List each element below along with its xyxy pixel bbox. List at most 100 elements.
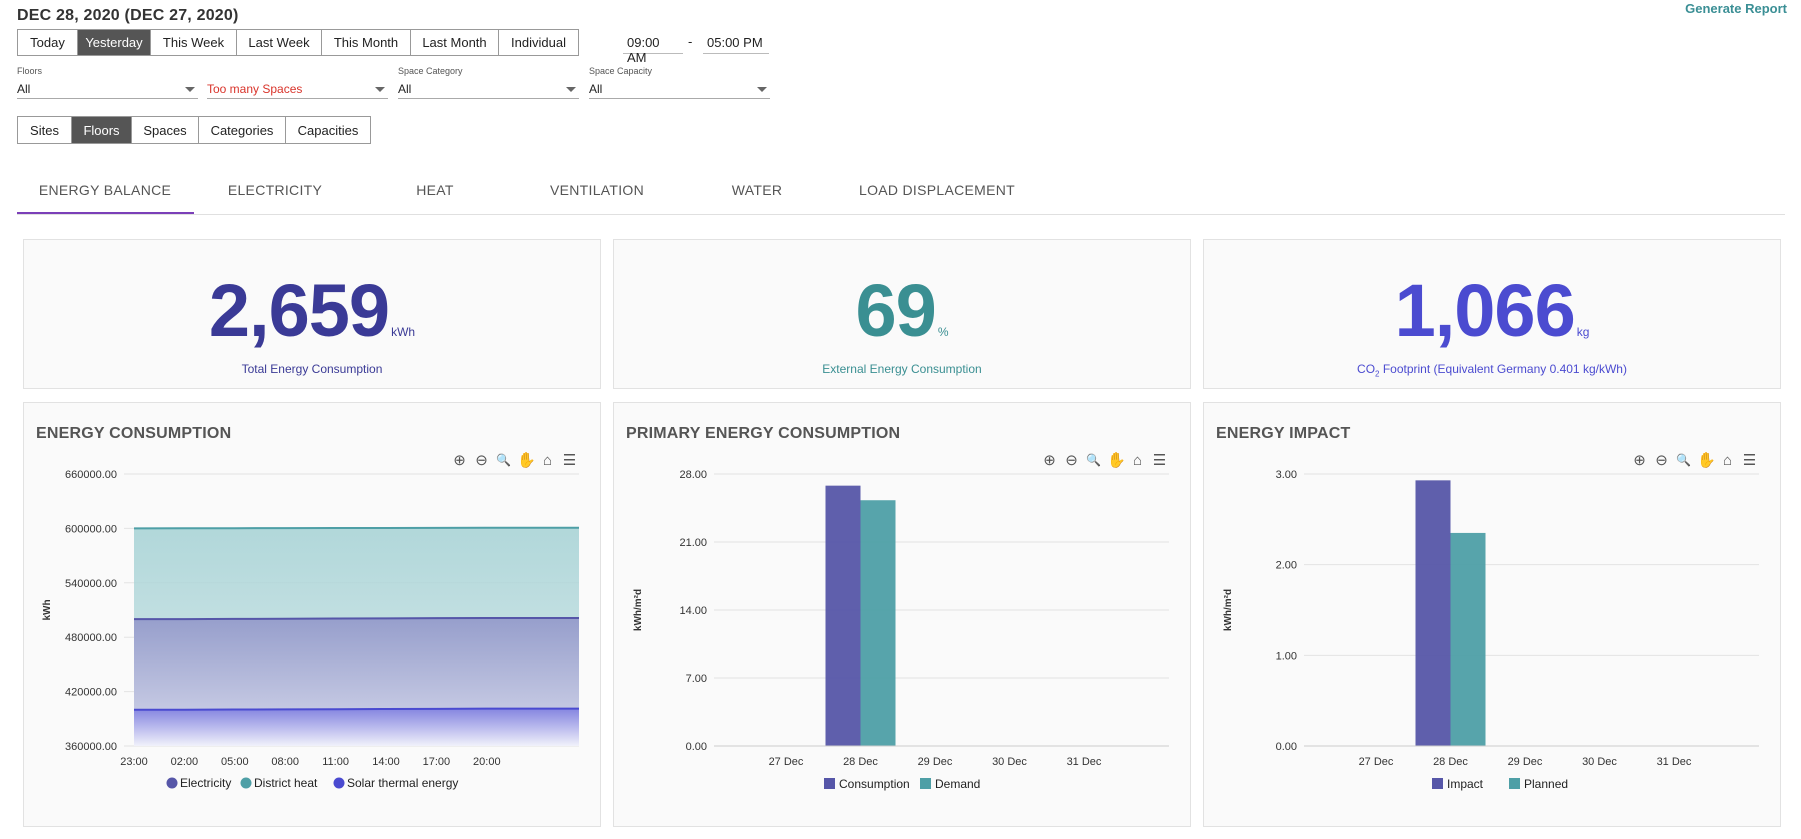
time-separator: - <box>688 34 693 49</box>
period-btn-this-month[interactable]: This Month <box>321 30 410 55</box>
tab-heat[interactable]: HEAT <box>416 182 454 198</box>
period-btn-last-week[interactable]: Last Week <box>236 30 321 55</box>
period-btn-individual[interactable]: Individual <box>498 30 578 55</box>
legend-item-demand[interactable]: Demand <box>935 777 980 791</box>
bar-planned[interactable] <box>1450 532 1486 746</box>
home-reset-icon[interactable]: ⌂ <box>1722 451 1733 469</box>
zoom-select-icon[interactable]: 🔍 <box>1086 453 1101 467</box>
group-btn-categories[interactable]: Categories <box>198 117 285 143</box>
co2-footprint-kpi-caption: CO2 Footprint (Equivalent Germany 0.401 … <box>1204 362 1780 378</box>
home-reset-icon[interactable]: ⌂ <box>542 451 553 469</box>
zoom-in-icon[interactable]: ⊕ <box>453 452 466 469</box>
x-tick-label: 30 Dec <box>992 756 1027 768</box>
legend-item-district-heat[interactable]: District heat <box>254 776 318 790</box>
legend-item-electricity[interactable]: Electricity <box>180 776 231 790</box>
y-tick-label: 360000.00 <box>65 741 117 753</box>
chart-toolbar: ⊕ ⊖ 🔍 ✋ ⌂ ☰ <box>1041 451 1168 470</box>
legend-item-impact[interactable]: Impact <box>1447 777 1484 791</box>
line-solar-thermal-energy[interactable] <box>134 707 579 711</box>
tab-ventilation[interactable]: VENTILATION <box>549 182 645 198</box>
co2-caption-rest: Footprint (Equivalent Germany 0.401 kg/k… <box>1379 362 1627 376</box>
period-btn-last-month[interactable]: Last Month <box>410 30 498 55</box>
tab-electricity[interactable]: ELECTRICITY <box>227 182 323 198</box>
zoom-out-icon[interactable]: ⊖ <box>1065 452 1078 469</box>
legend-item-consumption[interactable]: Consumption <box>839 777 910 791</box>
tab-bar: ENERGY BALANCE ELECTRICITY HEAT VENTILATION… <box>17 170 1785 215</box>
x-tick-label: 31 Dec <box>1067 756 1102 768</box>
y-tick-label: 3.00 <box>1276 469 1297 481</box>
space-capacity-filter-label: Space Capacity <box>589 66 653 76</box>
active-tab-underline <box>17 212 194 214</box>
pan-hand-icon[interactable]: ✋ <box>1697 452 1716 469</box>
y-axis-label: kWh <box>42 599 53 620</box>
spaces-filter-value: Too many Spaces <box>207 82 303 96</box>
space-category-filter-value: All <box>398 82 412 96</box>
period-btn-today[interactable]: Today <box>18 30 77 55</box>
space-category-filter: Space Category All <box>398 66 579 99</box>
home-reset-icon[interactable]: ⌂ <box>1132 451 1143 469</box>
floors-filter-select[interactable]: All <box>17 77 198 99</box>
legend-marker <box>1509 778 1520 789</box>
group-btn-spaces[interactable]: Spaces <box>131 117 198 143</box>
y-tick-label: 7.00 <box>686 673 707 685</box>
energy-impact-chart: ENERGY IMPACT 0.00 1.00 2.00 3.00 kWh/m²d 27 D… <box>1203 402 1781 827</box>
tab-energy-balance[interactable]: ENERGY BALANCE <box>38 182 172 198</box>
group-btn-capacities[interactable]: Capacities <box>285 117 370 143</box>
bar-demand[interactable] <box>860 500 896 746</box>
x-tick-label: 28 Dec <box>1433 756 1468 768</box>
group-btn-floors[interactable]: Floors <box>71 117 131 143</box>
co2-footprint-kpi-value: 1,066 <box>1394 269 1576 352</box>
chevron-down-icon <box>757 87 767 92</box>
external-energy-kpi-unit: % <box>937 325 949 339</box>
period-btn-this-week[interactable]: This Week <box>150 30 236 55</box>
total-energy-kpi-unit: kWh <box>391 325 416 339</box>
tab-load-displacement[interactable]: LOAD DISPLACEMENT <box>858 182 1016 198</box>
bar-consumption[interactable] <box>825 485 861 746</box>
zoom-in-icon[interactable]: ⊕ <box>1633 452 1646 469</box>
area-solar-thermal-energy[interactable] <box>134 708 579 746</box>
zoom-out-icon[interactable]: ⊖ <box>1655 452 1668 469</box>
space-capacity-filter-select[interactable]: All <box>589 77 770 99</box>
zoom-select-icon[interactable]: 🔍 <box>1676 453 1691 467</box>
co2-label: CO <box>1357 362 1376 376</box>
y-tick-label: 420000.00 <box>65 687 117 699</box>
x-tick-label: 17:00 <box>423 756 451 768</box>
floors-filter-value: All <box>17 82 31 96</box>
zoom-out-icon[interactable]: ⊖ <box>475 452 488 469</box>
external-energy-kpi: 69% External Energy Consumption <box>613 239 1191 389</box>
x-tick-label: 11:00 <box>322 756 349 768</box>
chart-toolbar: ⊕ ⊖ 🔍 ✋ ⌂ ☰ <box>1631 451 1758 470</box>
floors-filter-label: Floors <box>17 66 43 76</box>
space-capacity-filter-value: All <box>589 82 603 96</box>
zoom-in-icon[interactable]: ⊕ <box>1043 452 1056 469</box>
x-tick-label: 29 Dec <box>1508 756 1543 768</box>
group-btn-sites[interactable]: Sites <box>18 117 71 143</box>
x-tick-label: 05:00 <box>221 756 249 768</box>
menu-icon[interactable]: ☰ <box>1152 452 1167 469</box>
period-btn-yesterday[interactable]: Yesterday <box>77 30 150 55</box>
space-category-filter-select[interactable]: All <box>398 77 579 99</box>
legend-marker <box>240 777 252 789</box>
total-energy-kpi: 2,659 kWh Total Energy Consumption <box>23 239 601 389</box>
time-end-field[interactable]: 05:00 PM <box>703 30 769 54</box>
pan-hand-icon[interactable]: ✋ <box>1107 452 1126 469</box>
zoom-select-icon[interactable]: 🔍 <box>496 453 511 467</box>
time-start-field[interactable]: 09:00 AM <box>623 30 683 65</box>
bar-impact[interactable] <box>1415 480 1451 746</box>
y-tick-label: 28.00 <box>679 469 707 481</box>
line-electricity[interactable] <box>134 616 579 621</box>
menu-icon[interactable]: ☰ <box>562 452 577 469</box>
date-title: DEC 28, 2020 (DEC 27, 2020) <box>17 7 239 24</box>
generate-report-link[interactable]: Generate Report <box>1685 1 1787 16</box>
pan-hand-icon[interactable]: ✋ <box>517 452 536 469</box>
spaces-filter-select[interactable]: Too many Spaces <box>207 77 388 99</box>
legend-marker <box>333 777 345 789</box>
total-energy-kpi-value-row: 2,659 kWh <box>24 268 600 353</box>
line-district-heat[interactable] <box>133 526 579 530</box>
tab-water[interactable]: WATER <box>731 182 783 198</box>
legend-item-solar-thermal-energy[interactable]: Solar thermal energy <box>347 776 458 790</box>
menu-icon[interactable]: ☰ <box>1742 452 1757 469</box>
floors-filter: Floors All <box>17 66 198 99</box>
legend-item-planned[interactable]: Planned <box>1524 777 1568 791</box>
legend-marker <box>166 777 178 789</box>
